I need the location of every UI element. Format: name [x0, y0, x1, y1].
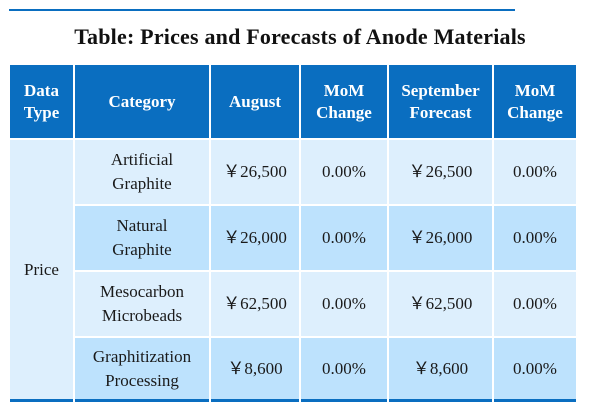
mom-sep-cell: 0.00% — [494, 204, 576, 270]
september-forecast-cell: ￥62,500 — [389, 270, 492, 336]
mom-sep-cell: 0.00% — [494, 138, 576, 204]
august-price-cell: ￥62,500 — [211, 270, 299, 336]
category-cell: Graphitization Processing — [75, 336, 209, 402]
header-line: Type — [23, 102, 60, 122]
category-line: Microbeads — [101, 306, 183, 325]
category-cell: Artificial Graphite — [75, 138, 209, 204]
top-rule — [9, 9, 515, 11]
table-title: Table: Prices and Forecasts of Anode Mat… — [74, 24, 526, 49]
header-line: MoM — [514, 80, 556, 100]
header-line: Category — [108, 91, 176, 111]
table-row: Mesocarbon Microbeads ￥62,500 0.00% ￥62,5… — [10, 270, 576, 336]
mom-aug-cell: 0.00% — [301, 138, 387, 204]
header-line: August — [229, 91, 281, 111]
header-data-type: Data Type — [10, 65, 73, 138]
header-line: Forecast — [409, 102, 472, 122]
mom-aug-cell: 0.00% — [301, 270, 387, 336]
header-row: Data Type Category August MoM Change Septe… — [10, 65, 576, 138]
header-august: August — [211, 65, 299, 138]
table-row: Natural Graphite ￥26,000 0.00% ￥26,000 0.… — [10, 204, 576, 270]
category-line: Graphitization — [92, 346, 192, 366]
category-line: Artificial — [110, 150, 174, 169]
september-forecast-cell: ￥8,600 — [389, 336, 492, 402]
header-line: Data — [24, 80, 59, 100]
mom-aug-cell: 0.00% — [301, 204, 387, 270]
header-line: Change — [316, 102, 372, 122]
mom-aug-cell: 0.00% — [301, 336, 387, 402]
header-mom-change-sep: MoM Change — [494, 65, 576, 138]
header-line: MoM — [323, 80, 365, 100]
category-line: Natural — [116, 216, 168, 235]
data-type-cell: Price — [10, 138, 73, 402]
mom-sep-cell: 0.00% — [494, 270, 576, 336]
category-line: Mesocarbon — [99, 282, 185, 301]
table-row: Price Artificial Graphite ￥26,500 0.00% ￥… — [10, 138, 576, 402]
header-mom-change-aug: MoM Change — [301, 65, 387, 138]
category-line: Graphite — [112, 174, 172, 193]
category-line: Processing — [105, 370, 179, 390]
september-forecast-cell: ￥26,500 — [389, 138, 492, 204]
header-line: September — [401, 80, 480, 100]
header-line: Change — [507, 102, 563, 122]
header-category: Category — [75, 65, 209, 138]
category-cell: Mesocarbon Microbeads — [75, 270, 209, 336]
september-forecast-cell: ￥26,000 — [389, 204, 492, 270]
category-cell: Natural Graphite — [75, 204, 209, 270]
august-price-cell: ￥26,500 — [211, 138, 299, 204]
category-line: Graphite — [112, 240, 172, 259]
header-september-forecast: September Forecast — [389, 65, 492, 138]
anode-prices-table: Data Type Category August MoM Change Septe… — [8, 65, 578, 402]
august-price-cell: ￥26,000 — [211, 204, 299, 270]
mom-sep-cell: 0.00% — [494, 336, 576, 402]
august-price-cell: ￥8,600 — [211, 336, 299, 402]
table-row: Graphitization Processing ￥8,600 0.00% ￥8… — [10, 336, 576, 402]
